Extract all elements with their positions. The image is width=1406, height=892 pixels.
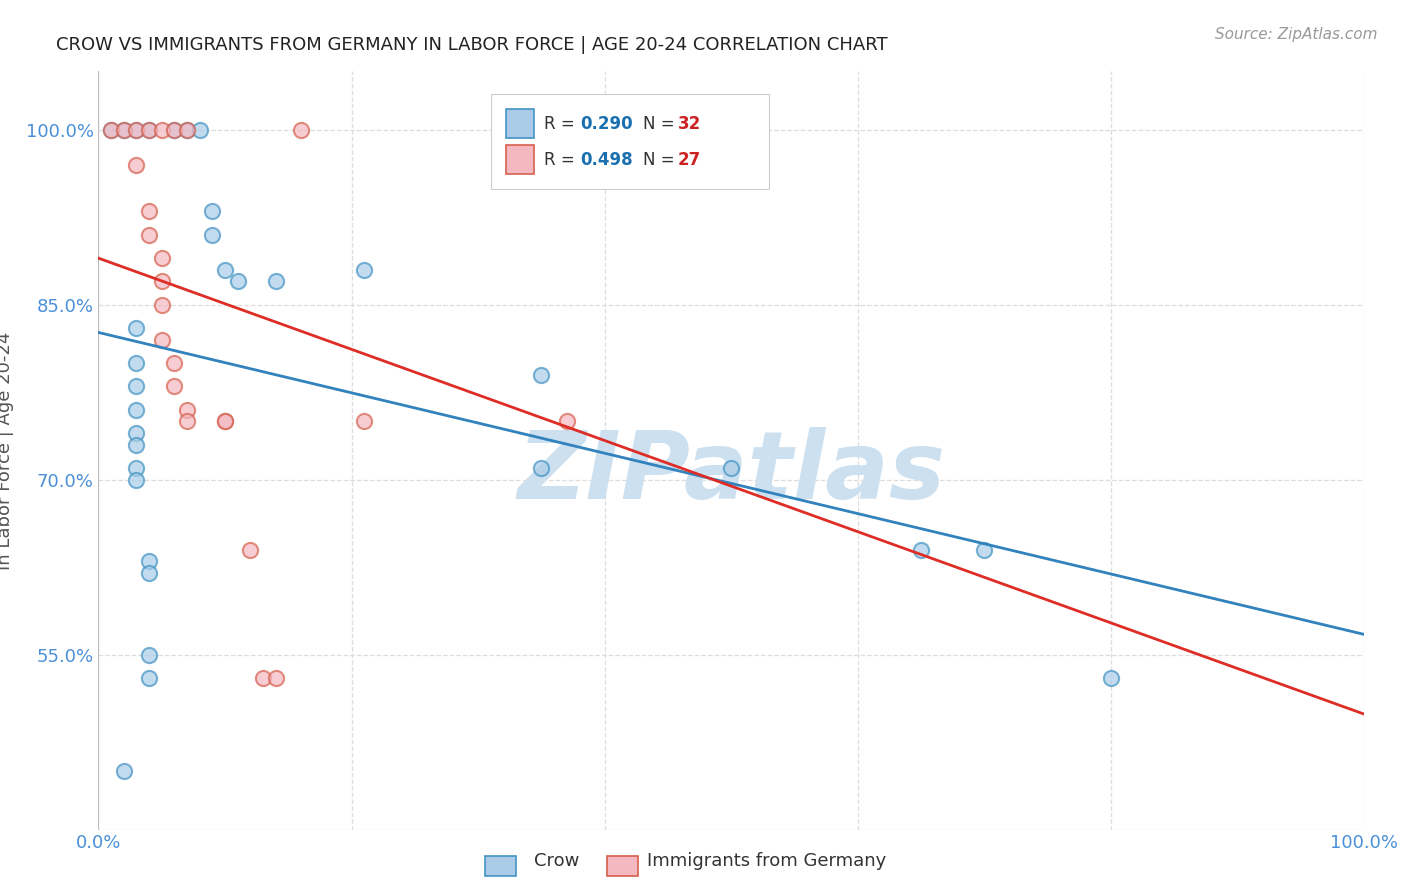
FancyBboxPatch shape: [491, 95, 769, 189]
Text: CROW VS IMMIGRANTS FROM GERMANY IN LABOR FORCE | AGE 20-24 CORRELATION CHART: CROW VS IMMIGRANTS FROM GERMANY IN LABOR…: [56, 36, 887, 54]
Point: [138, 671, 160, 685]
Text: 27: 27: [678, 151, 702, 169]
Point: [176, 402, 198, 417]
Point: [163, 122, 186, 136]
Text: Source: ZipAtlas.com: Source: ZipAtlas.com: [1215, 27, 1378, 42]
Point: [226, 274, 249, 288]
Point: [201, 227, 224, 242]
Point: [150, 251, 173, 265]
Point: [720, 461, 742, 475]
FancyBboxPatch shape: [506, 110, 534, 138]
Point: [239, 542, 262, 557]
Point: [188, 122, 211, 136]
Point: [112, 122, 135, 136]
Point: [176, 122, 198, 136]
Point: [100, 122, 122, 136]
Point: [138, 554, 160, 568]
Point: [163, 356, 186, 370]
Text: 0.498: 0.498: [581, 151, 633, 169]
Text: 32: 32: [678, 115, 702, 134]
Point: [214, 414, 236, 428]
Point: [252, 671, 274, 685]
Point: [264, 671, 287, 685]
Point: [125, 158, 148, 172]
Point: [353, 262, 375, 277]
Text: N =: N =: [643, 151, 679, 169]
Point: [150, 274, 173, 288]
Point: [125, 425, 148, 440]
Text: R =: R =: [544, 115, 579, 134]
Point: [138, 648, 160, 662]
Point: [125, 321, 148, 335]
Text: ZIPatlas: ZIPatlas: [517, 427, 945, 519]
Text: Immigrants from Germany: Immigrants from Germany: [647, 852, 886, 870]
Point: [138, 227, 160, 242]
Point: [125, 461, 148, 475]
Point: [910, 542, 932, 557]
Point: [214, 414, 236, 428]
Text: N =: N =: [643, 115, 679, 134]
Text: Crow: Crow: [534, 852, 579, 870]
Point: [530, 461, 553, 475]
Point: [163, 379, 186, 393]
Point: [112, 764, 135, 779]
Point: [125, 437, 148, 451]
Y-axis label: In Labor Force | Age 20-24: In Labor Force | Age 20-24: [0, 331, 14, 570]
Point: [138, 566, 160, 580]
Point: [353, 414, 375, 428]
Point: [290, 122, 312, 136]
Point: [176, 414, 198, 428]
Point: [150, 298, 173, 312]
Point: [125, 122, 148, 136]
Point: [555, 414, 578, 428]
Point: [973, 542, 995, 557]
Point: [163, 122, 186, 136]
FancyBboxPatch shape: [506, 145, 534, 174]
Point: [125, 122, 148, 136]
Point: [138, 204, 160, 219]
Point: [125, 402, 148, 417]
Point: [201, 204, 224, 219]
Point: [530, 368, 553, 382]
Text: R =: R =: [544, 151, 579, 169]
Point: [150, 122, 173, 136]
Point: [100, 122, 122, 136]
Point: [138, 122, 160, 136]
Point: [1099, 671, 1122, 685]
Point: [125, 473, 148, 487]
Point: [125, 356, 148, 370]
Point: [150, 333, 173, 347]
Point: [125, 379, 148, 393]
Point: [112, 122, 135, 136]
Point: [138, 122, 160, 136]
Point: [176, 122, 198, 136]
Point: [264, 274, 287, 288]
Point: [214, 262, 236, 277]
Text: 0.290: 0.290: [581, 115, 633, 134]
Point: [555, 122, 578, 136]
